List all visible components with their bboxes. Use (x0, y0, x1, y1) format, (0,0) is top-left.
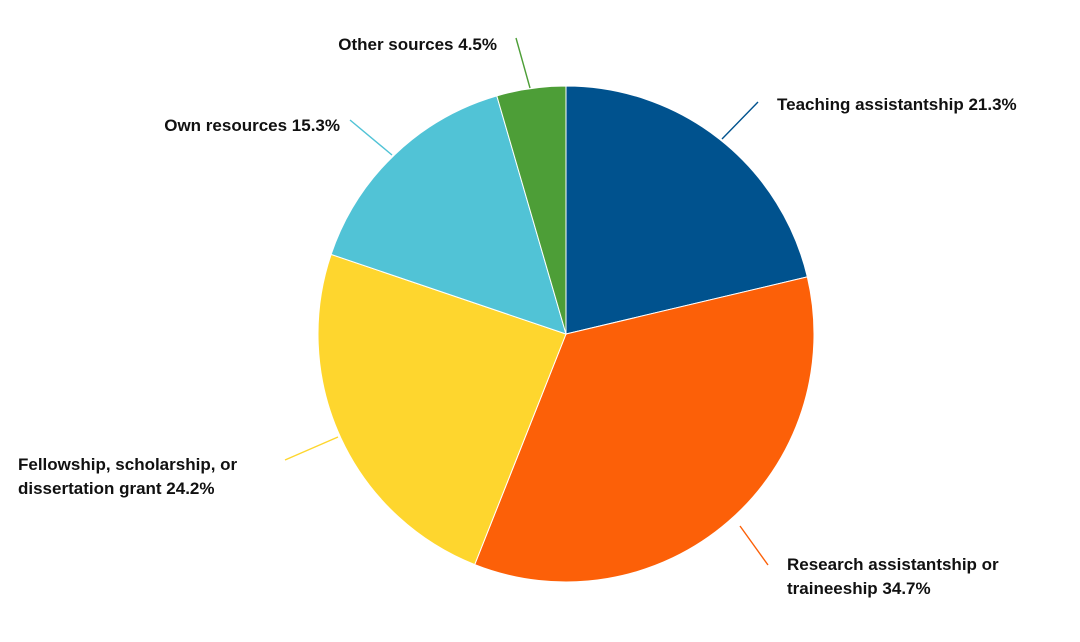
slice-label-fellowship-scholarship-or-dissertation-grant: Fellowship, scholarship, or dissertation … (18, 455, 238, 498)
slice-label-line: Teaching assistantship 21.3% (777, 95, 1017, 114)
slice-label-teaching-assistantship: Teaching assistantship 21.3% (777, 95, 1017, 114)
slice-label-research-assistantship-or-traineeship: Research assistantship or traineeship 34.… (787, 555, 999, 598)
slice-label-other-sources: Other sources 4.5% (338, 35, 497, 54)
leader-line-teaching-assistantship (721, 101, 759, 140)
pie-slice-fellowship-scholarship-or-dissertation-grant (317, 253, 567, 566)
pie-slice-other-sources (496, 85, 567, 335)
slice-label-own-resources: Own resources 15.3% (164, 116, 340, 135)
pie-slice-teaching-assistantship (565, 85, 808, 335)
slice-label-line: Research assistantship or (787, 555, 999, 574)
pie-slices (317, 85, 815, 583)
leader-line-research-assistantship-or-traineeship (739, 525, 769, 566)
slice-label-line: Other sources 4.5% (338, 35, 497, 54)
pie-slice-own-resources (330, 95, 567, 335)
leader-line-fellowship-scholarship-or-dissertation-grant (284, 436, 339, 461)
leader-lines (284, 37, 769, 566)
pie-slice-research-assistantship-or-traineeship (474, 276, 815, 583)
slice-label-line: dissertation grant 24.2% (18, 479, 215, 498)
slice-labels: Teaching assistantship 21.3% Research ass… (18, 35, 1017, 598)
leader-line-own-resources (349, 119, 393, 156)
slice-label-line: Fellowship, scholarship, or (18, 455, 238, 474)
slice-label-line: Own resources 15.3% (164, 116, 340, 135)
leader-line-other-sources (515, 37, 531, 89)
slice-label-line: traineeship 34.7% (787, 579, 931, 598)
